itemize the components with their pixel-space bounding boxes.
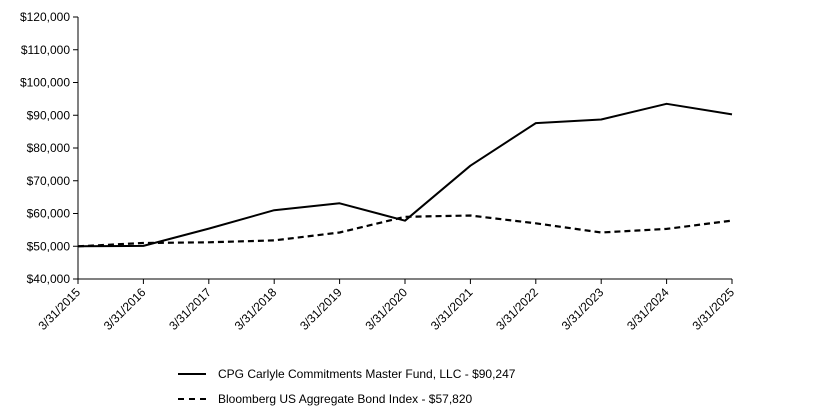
y-tick-label: $70,000 xyxy=(27,174,71,188)
y-tick-label: $90,000 xyxy=(27,108,71,122)
x-tick-label: 3/31/2015 xyxy=(35,285,83,333)
x-tick-label: 3/31/2020 xyxy=(362,285,410,333)
y-tick-label: $120,000 xyxy=(20,10,70,24)
legend-swatch-dashed xyxy=(178,398,206,400)
x-tick-label: 3/31/2022 xyxy=(493,285,541,333)
x-tick-label: 3/31/2023 xyxy=(559,285,607,333)
x-tick-label: 3/31/2016 xyxy=(101,285,149,333)
x-tick-label: 3/31/2021 xyxy=(428,285,476,333)
y-axis-ticks: $40,000 $50,000 $60,000 $70,000 $80,000 $90,0… xyxy=(20,10,78,286)
x-axis-ticks: 3/31/2015 3/31/2016 3/31/2017 3/31/2018 3/31… xyxy=(35,279,737,333)
x-tick-label: 3/31/2025 xyxy=(689,285,737,333)
y-tick-label: $110,000 xyxy=(21,43,70,57)
legend-label-fund: CPG Carlyle Commitments Master Fund, LLC… xyxy=(218,367,516,381)
y-tick-label: $80,000 xyxy=(27,141,71,155)
x-tick-label: 3/31/2024 xyxy=(624,285,672,333)
legend-item-fund: CPG Carlyle Commitments Master Fund, LLC… xyxy=(178,364,515,384)
legend-swatch-solid xyxy=(178,373,206,375)
x-tick-label: 3/31/2019 xyxy=(297,285,345,333)
legend-item-index: Bloomberg US Aggregate Bond Index - $57,… xyxy=(178,389,515,409)
series-lines xyxy=(77,102,733,248)
y-tick-label: $50,000 xyxy=(27,239,71,253)
chart-legend: CPG Carlyle Commitments Master Fund, LLC… xyxy=(178,364,515,414)
legend-label-index: Bloomberg US Aggregate Bond Index - $57,… xyxy=(218,392,473,406)
x-tick-label: 3/31/2018 xyxy=(232,285,280,333)
y-tick-label: $40,000 xyxy=(27,272,71,286)
chart-axes xyxy=(77,17,732,280)
x-tick-label: 3/31/2017 xyxy=(166,285,214,333)
y-tick-label: $60,000 xyxy=(27,207,71,221)
series-line-fund xyxy=(77,102,733,248)
line-chart: $40,000 $50,000 $60,000 $70,000 $80,000 $90,0… xyxy=(20,10,737,333)
y-tick-label: $100,000 xyxy=(20,76,70,90)
